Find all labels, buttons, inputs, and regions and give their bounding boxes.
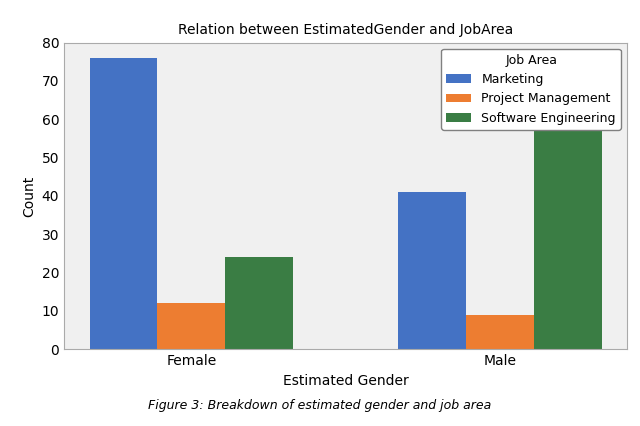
Y-axis label: Count: Count — [22, 176, 36, 216]
Legend: Marketing, Project Management, Software Engineering: Marketing, Project Management, Software … — [442, 49, 621, 130]
Text: Figure 3: Breakdown of estimated gender and job area: Figure 3: Breakdown of estimated gender … — [148, 399, 492, 412]
Bar — [398, 192, 466, 349]
Bar — [90, 58, 157, 349]
Bar — [225, 257, 293, 349]
Bar — [157, 303, 225, 349]
Bar — [534, 104, 602, 349]
X-axis label: Estimated Gender: Estimated Gender — [283, 374, 408, 388]
Title: Relation between EstimatedGender and JobArea: Relation between EstimatedGender and Job… — [178, 23, 513, 37]
Bar — [466, 315, 534, 349]
